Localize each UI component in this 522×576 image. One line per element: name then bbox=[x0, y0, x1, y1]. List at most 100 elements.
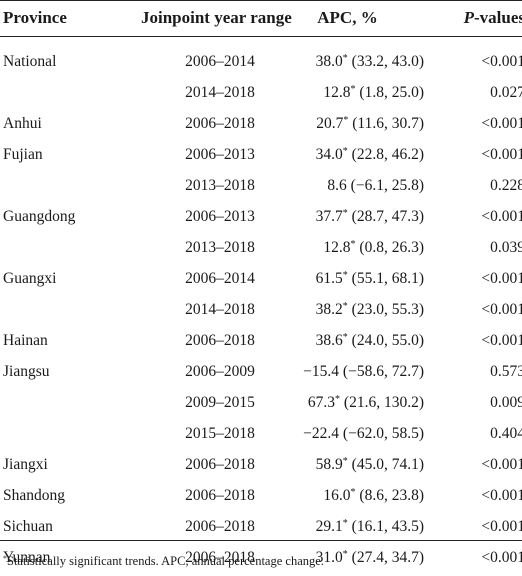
cell-year-range: 2015–2018 bbox=[185, 424, 255, 442]
apc-value: 12.8 bbox=[323, 83, 351, 101]
significance-marker: * bbox=[342, 52, 348, 64]
table-row: 2013–2018 8.6 (−6.1, 25.8) 0.228 bbox=[0, 170, 522, 201]
cell-province: Guangxi bbox=[3, 269, 57, 287]
apc-value: 20.7 bbox=[316, 114, 344, 132]
cell-province: National bbox=[3, 52, 57, 70]
apc-value: −15.4 bbox=[303, 362, 340, 380]
apc-ci: (27.4, 34.7) bbox=[351, 548, 424, 566]
table-row: Anhui 2006–2018 20.7* (11.6, 30.7) <0.001 bbox=[0, 108, 522, 139]
cell-year-range: 2006–2009 bbox=[185, 362, 255, 380]
cell-province: Jiangsu bbox=[3, 362, 50, 380]
apc-ci: (55.1, 68.1) bbox=[351, 269, 424, 287]
apc-ci: (21.6, 130.2) bbox=[343, 393, 424, 411]
cell-p-value: <0.001 bbox=[481, 300, 522, 318]
cell-apc: 8.6 (−6.1, 25.8) bbox=[271, 170, 424, 201]
apc-ci: (−58.6, 72.7) bbox=[342, 362, 424, 380]
cell-apc: 34.0* (22.8, 46.2) bbox=[271, 139, 424, 170]
significance-marker: * bbox=[342, 300, 348, 312]
significance-marker: * bbox=[342, 331, 348, 343]
significance-marker: * bbox=[342, 455, 348, 467]
table-row: Jiangsu 2006–2009 −15.4 (−58.6, 72.7) 0.573 bbox=[0, 356, 522, 387]
cell-p-value: <0.001 bbox=[481, 114, 522, 132]
table-row: Hainan 2006–2018 38.6* (24.0, 55.0) <0.001 bbox=[0, 325, 522, 356]
header-p-letter: P bbox=[463, 8, 474, 27]
cell-year-range: 2006–2014 bbox=[185, 52, 255, 70]
table-row: Yunnan 2006–2018 31.0* (27.4, 34.7) <0.001 bbox=[0, 542, 522, 573]
significance-marker: * bbox=[350, 486, 356, 498]
cell-apc: 37.7* (28.7, 47.3) bbox=[271, 201, 424, 232]
cell-apc: −22.4 (−62.0, 58.5) bbox=[271, 418, 424, 449]
cell-apc: 16.0* (8.6, 23.8) bbox=[271, 480, 424, 511]
cell-apc: 31.0* (27.4, 34.7) bbox=[271, 542, 424, 573]
cell-p-value: 0.404 bbox=[490, 424, 522, 442]
apc-ci: (−6.1, 25.8) bbox=[350, 176, 424, 194]
apc-ci: (0.8, 26.3) bbox=[359, 238, 424, 256]
cell-province bbox=[0, 232, 141, 263]
apc-ci: (23.0, 55.3) bbox=[351, 300, 424, 318]
cell-province: Yunnan bbox=[3, 548, 51, 566]
cell-p-value: <0.001 bbox=[481, 145, 522, 163]
header-p-values: P-values bbox=[424, 0, 522, 36]
cell-apc: 67.3* (21.6, 130.2) bbox=[271, 387, 424, 418]
cell-province: Anhui bbox=[3, 114, 42, 132]
table-row: 2015–2018 −22.4 (−62.0, 58.5) 0.404 bbox=[0, 418, 522, 449]
cell-year-range: 2009–2015 bbox=[185, 393, 255, 411]
cell-p-value: <0.001 bbox=[481, 455, 522, 473]
cell-year-range: 2006–2018 bbox=[185, 331, 255, 349]
cell-p-value: 0.573 bbox=[490, 362, 522, 380]
significance-marker: * bbox=[342, 269, 348, 281]
cell-p-value: 0.027 bbox=[490, 83, 522, 101]
apc-ci: (1.8, 25.0) bbox=[359, 83, 424, 101]
significance-marker: * bbox=[335, 393, 341, 405]
apc-value: 31.0 bbox=[315, 548, 343, 566]
apc-value: −22.4 bbox=[303, 424, 340, 442]
apc-value: 58.9 bbox=[315, 455, 343, 473]
apc-ci: (11.6, 30.7) bbox=[352, 114, 424, 132]
cell-province bbox=[0, 294, 141, 325]
significance-marker: * bbox=[342, 145, 348, 157]
cell-year-range: 2013–2018 bbox=[185, 176, 255, 194]
table-row: Jiangxi 2006–2018 58.9* (45.0, 74.1) <0.001 bbox=[0, 449, 522, 480]
apc-ci: (28.7, 47.3) bbox=[351, 207, 424, 225]
significance-marker: * bbox=[350, 83, 356, 95]
apc-value: 67.3 bbox=[307, 393, 336, 411]
cell-p-value: <0.001 bbox=[481, 269, 522, 287]
cell-year-range: 2006–2018 bbox=[185, 455, 255, 473]
apc-ci: (24.0, 55.0) bbox=[351, 331, 424, 349]
header-rule bbox=[0, 36, 522, 37]
table-row: Guangdong 2006–2013 37.7* (28.7, 47.3) <0.0… bbox=[0, 201, 522, 232]
cell-apc: 29.1* (16.1, 43.5) bbox=[271, 511, 424, 542]
footnote-text: Statistically significant trends. APC, a… bbox=[7, 554, 324, 568]
cell-year-range: 2006–2018 bbox=[185, 548, 255, 566]
cell-year-range: 2014–2018 bbox=[185, 300, 255, 318]
cell-year-range: 2006–2013 bbox=[185, 207, 255, 225]
header-province: Province bbox=[3, 8, 67, 27]
cell-province: Guangdong bbox=[3, 207, 76, 225]
header-year-range: Joinpoint year range bbox=[141, 8, 292, 27]
cell-year-range: 2014–2018 bbox=[185, 83, 255, 101]
bottom-rule bbox=[0, 540, 522, 541]
table-body: National 2006–2014 38.0* (33.2, 43.0) <0.00… bbox=[0, 36, 522, 573]
apc-value: 38.6 bbox=[315, 331, 343, 349]
cell-province: Jiangxi bbox=[3, 455, 48, 473]
apc-value: 38.0 bbox=[315, 52, 343, 70]
cell-apc: 20.7* (11.6, 30.7) bbox=[271, 108, 424, 139]
header-row: Province Joinpoint year range APC, % P-v… bbox=[0, 0, 522, 36]
apc-value: 16.0 bbox=[323, 486, 351, 504]
cell-apc: 38.2* (23.0, 55.3) bbox=[271, 294, 424, 325]
table-row: Fujian 2006–2013 34.0* (22.8, 46.2) <0.001 bbox=[0, 139, 522, 170]
cell-province: Fujian bbox=[3, 145, 43, 163]
cell-apc: 12.8* (1.8, 25.0) bbox=[271, 77, 424, 108]
apc-value: 8.6 bbox=[327, 176, 347, 194]
cell-year-range: 2006–2018 bbox=[185, 486, 255, 504]
table-row: Shandong 2006–2018 16.0* (8.6, 23.8) <0.001 bbox=[0, 480, 522, 511]
top-rule bbox=[0, 0, 522, 1]
cell-p-value: 0.039 bbox=[490, 238, 522, 256]
significance-marker: * bbox=[342, 517, 348, 529]
cell-province bbox=[0, 418, 141, 449]
cell-p-value: <0.001 bbox=[481, 486, 522, 504]
apc-value: 38.2 bbox=[315, 300, 343, 318]
apc-ci: (33.2, 43.0) bbox=[351, 52, 424, 70]
